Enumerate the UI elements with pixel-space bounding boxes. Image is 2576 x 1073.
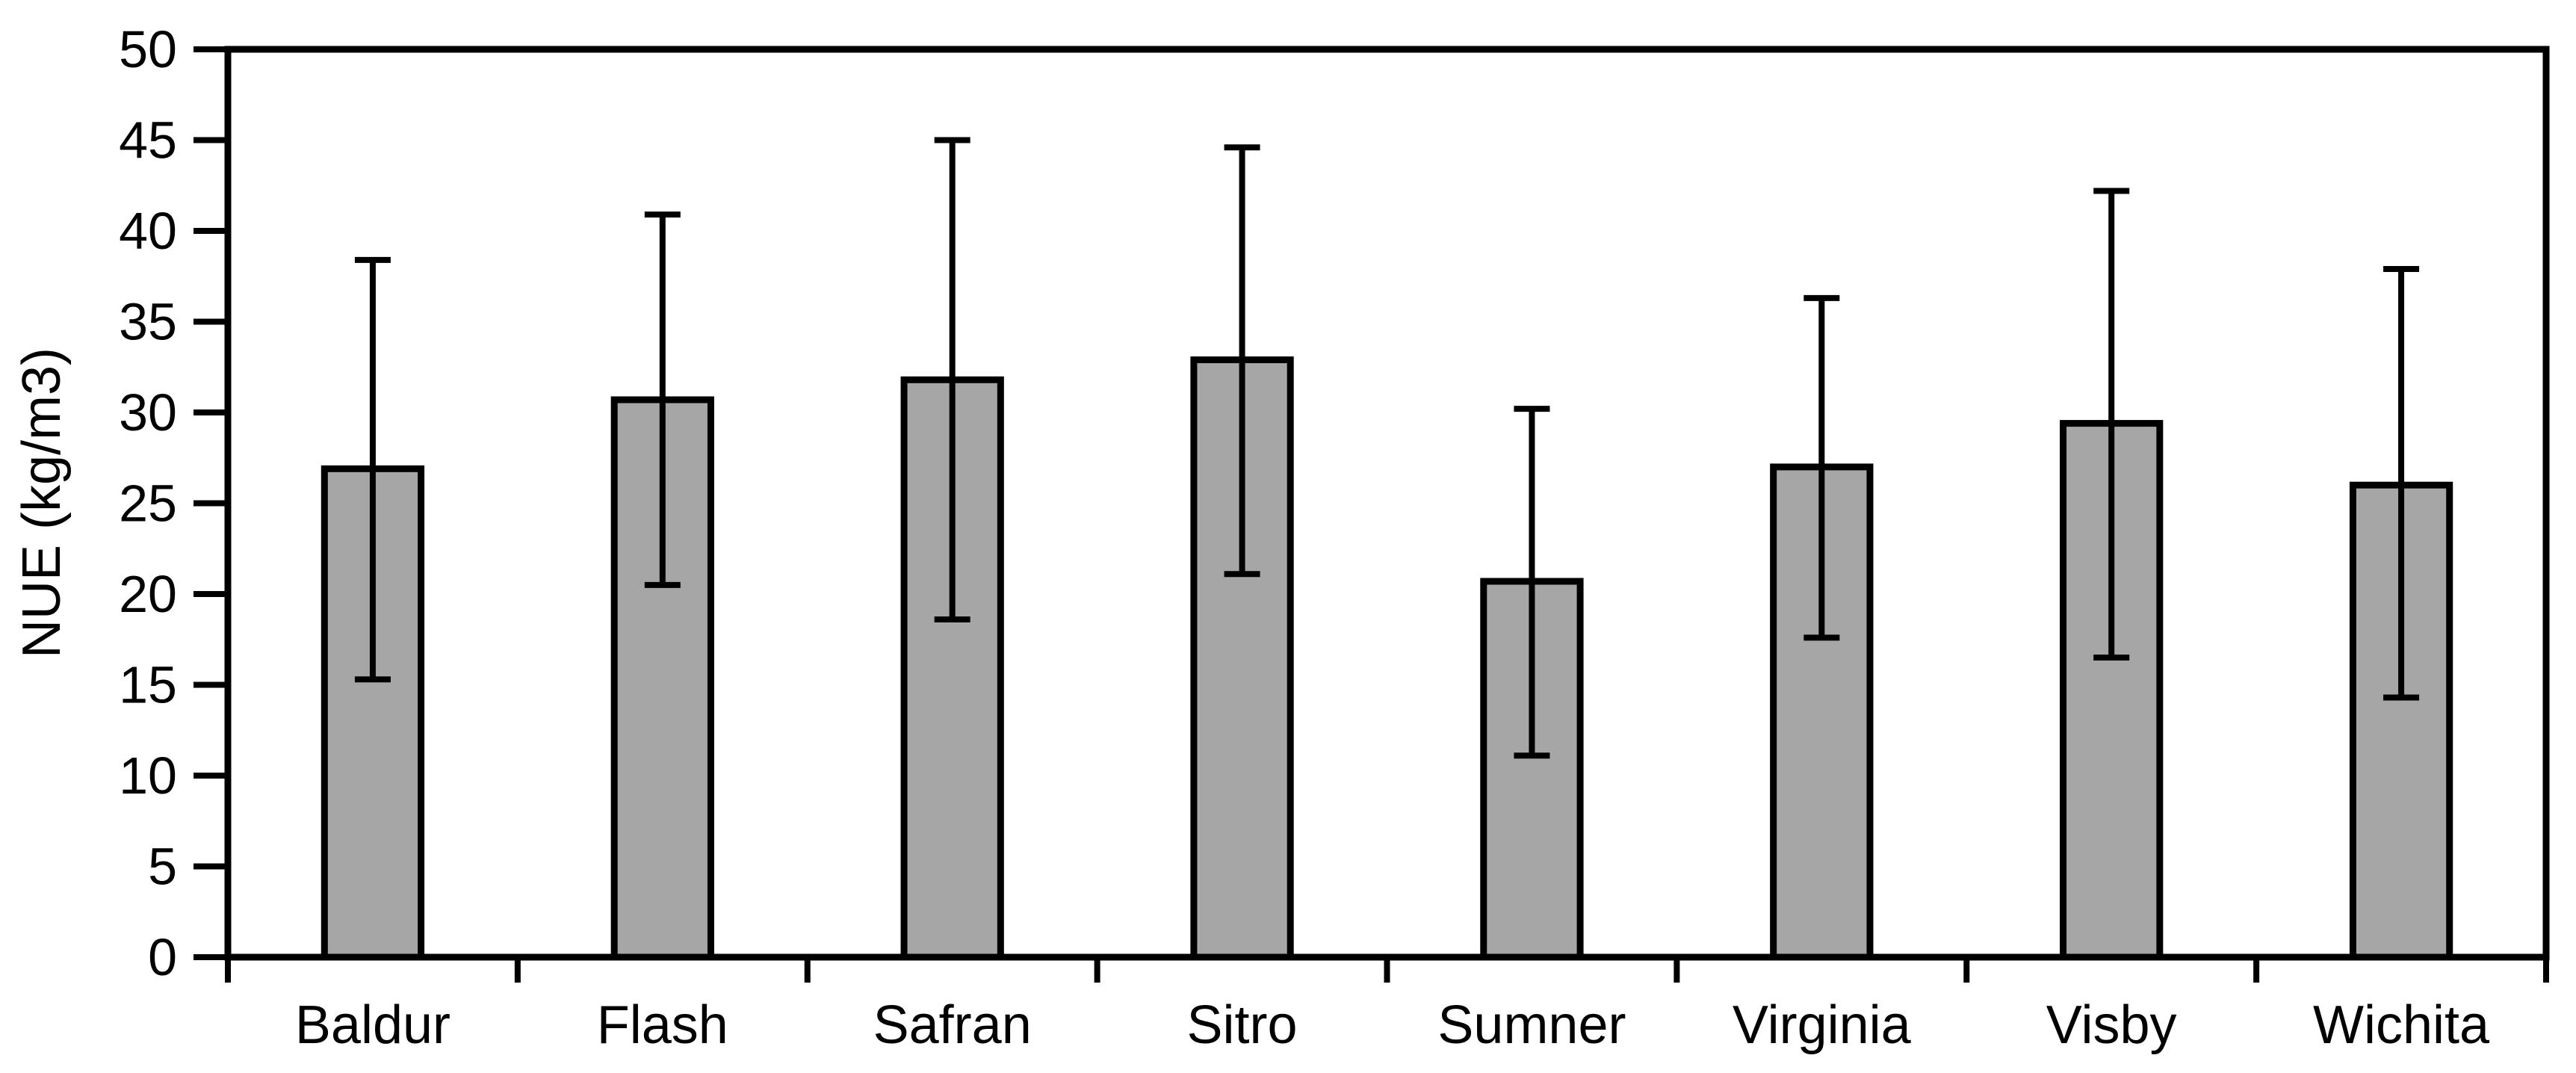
x-category-label: Sumner <box>1437 995 1626 1055</box>
plot-border <box>224 46 2550 961</box>
y-tick-label: 5 <box>148 838 177 896</box>
x-category-label: Flash <box>597 995 728 1055</box>
y-tick-label: 10 <box>119 746 177 805</box>
x-category-label: Virginia <box>1733 995 1912 1055</box>
y-tick-label: 40 <box>119 202 177 260</box>
bar <box>900 376 1004 961</box>
y-tick-label: 15 <box>119 656 177 714</box>
y-tick-label: 45 <box>119 111 177 170</box>
y-tick-label: 0 <box>148 928 177 986</box>
x-category-label: Wichita <box>2313 995 2490 1055</box>
bar <box>1770 463 1874 961</box>
y-tick-label: 25 <box>119 474 177 533</box>
y-tick-label: 35 <box>119 293 177 351</box>
x-category-label: Baldur <box>295 995 451 1055</box>
y-tick-label: 30 <box>119 383 177 442</box>
y-axis-title: NUE (kg/m3) <box>12 347 72 658</box>
x-category-label: Sitro <box>1187 995 1298 1055</box>
x-category-label: Safran <box>873 995 1032 1055</box>
x-category-label: Visby <box>2046 995 2177 1055</box>
y-tick-label: 20 <box>119 565 177 623</box>
y-tick-label: 50 <box>119 20 177 78</box>
